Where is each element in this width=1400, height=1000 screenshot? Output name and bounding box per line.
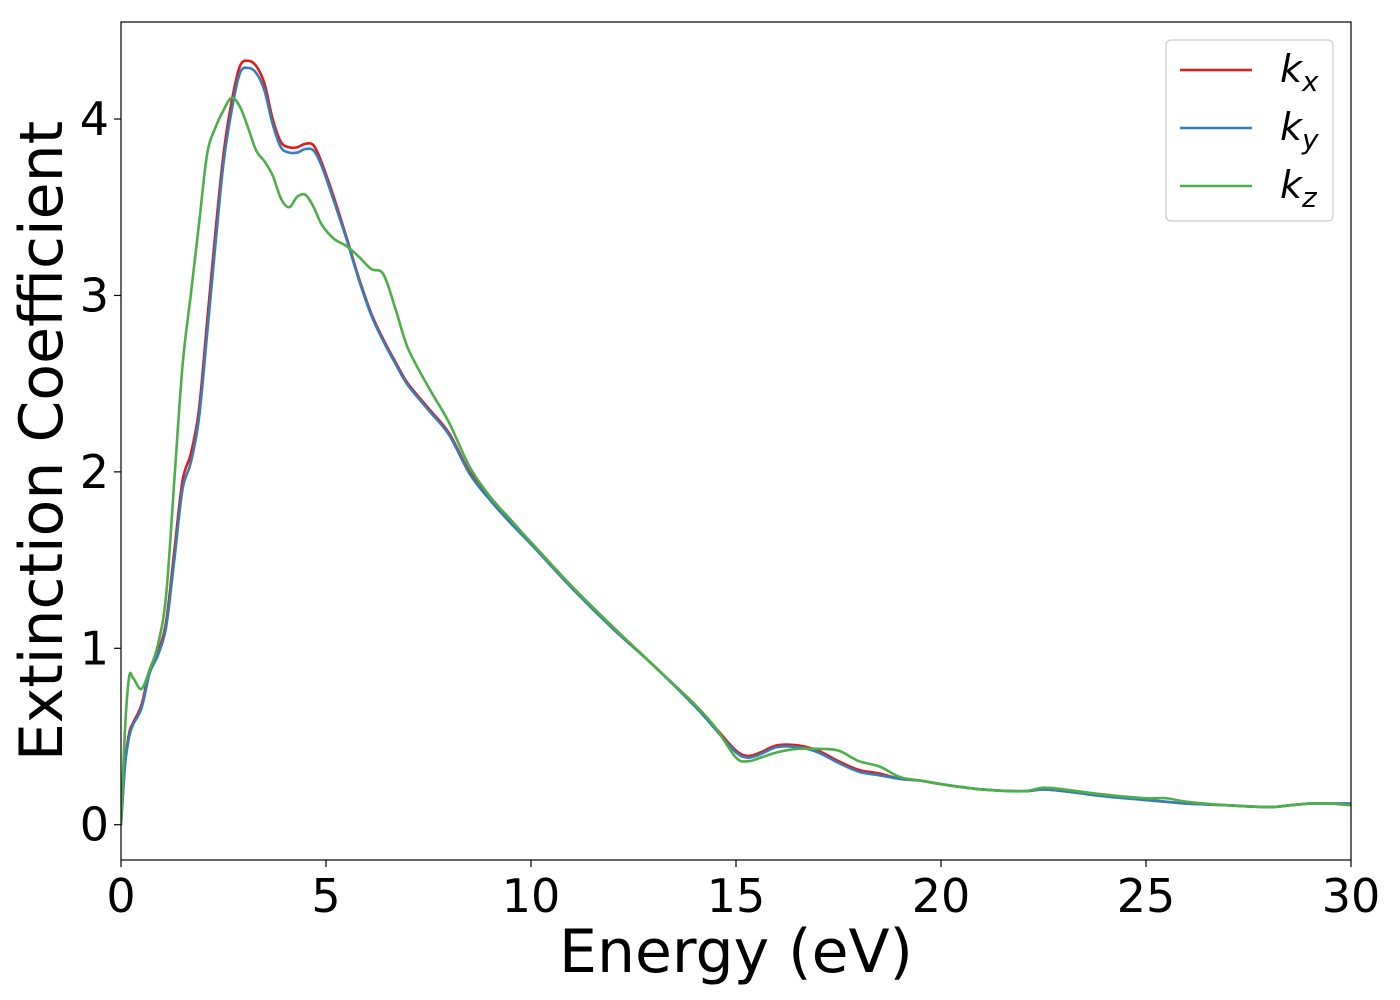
series-layer [121,59,1351,827]
legend-label: kz [1280,163,1318,214]
series-line-k-z [121,96,1351,827]
y-tick-label: 4 [80,92,109,146]
legend-label: kx [1280,47,1319,98]
x-tick-label: 0 [106,869,135,923]
x-axis: 0 5 10 15 20 25 30 [106,860,1380,923]
legend-label: ky [1280,105,1319,156]
legend: kx ky kz [1165,39,1334,222]
x-tick-label: 25 [1117,869,1176,923]
x-tick-label: 15 [707,869,766,923]
plot-background [121,22,1351,860]
legend-item-k-z: kz [1180,163,1318,214]
y-tick-label: 2 [80,445,109,499]
x-axis-label: Energy (eV) [559,917,913,987]
plot-area [120,21,1352,861]
legend-item-k-x: kx [1180,47,1319,98]
x-tick-label: 10 [502,869,561,923]
legend-box [1165,39,1334,222]
legend-item-k-y: ky [1180,105,1319,156]
y-axis: 0 1 2 3 4 [80,92,121,852]
y-tick-label: 0 [80,798,109,852]
x-tick-label: 30 [1322,869,1381,923]
x-tick-label: 5 [311,869,340,923]
x-tick-label: 20 [912,869,971,923]
y-tick-label: 1 [80,621,109,675]
y-axis-label: Extinction Coefficient [7,121,77,761]
y-tick-label: 3 [80,268,109,322]
